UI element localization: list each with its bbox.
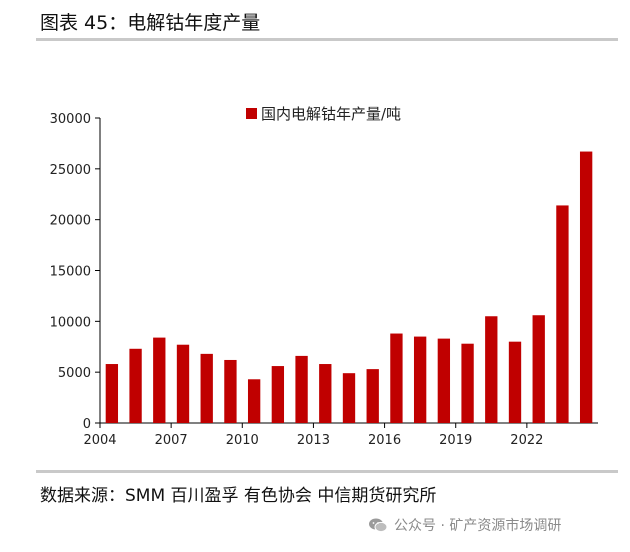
x-tick-label: 2007 bbox=[155, 433, 188, 448]
y-tick-label: 25000 bbox=[50, 163, 91, 178]
x-tick-label: 2013 bbox=[297, 433, 330, 448]
bar-2023 bbox=[556, 205, 569, 423]
bar-2020 bbox=[485, 316, 498, 423]
y-tick-label: 30000 bbox=[50, 112, 91, 127]
legend-swatch bbox=[246, 108, 257, 119]
bar-2015 bbox=[366, 369, 379, 423]
bar-2005 bbox=[129, 348, 142, 423]
y-tick-label: 15000 bbox=[50, 265, 91, 280]
x-tick-label: 2016 bbox=[368, 433, 401, 448]
x-tick-label: 2004 bbox=[83, 433, 116, 448]
bar-2008 bbox=[200, 353, 213, 423]
x-axis: 2004 2007 2010 2013 2016 2019 2022 bbox=[83, 422, 598, 448]
bar-2006 bbox=[153, 337, 166, 423]
watermark-text: 公众号 · 矿产资源市场调研 bbox=[394, 518, 562, 534]
bar-2004 bbox=[105, 364, 119, 423]
bottom-divider bbox=[36, 470, 618, 473]
bar-2011 bbox=[271, 366, 285, 423]
legend-label: 国内电解钴年产量/吨 bbox=[261, 105, 401, 123]
x-tick-label: 2022 bbox=[510, 433, 543, 448]
y-tick-label: 20000 bbox=[50, 214, 91, 229]
wechat-icon bbox=[369, 518, 388, 533]
bar-2012 bbox=[295, 355, 308, 423]
bar-2024 bbox=[579, 151, 593, 424]
bar-2010 bbox=[247, 379, 261, 423]
bar-2016 bbox=[390, 333, 403, 423]
y-tick-label: 5000 bbox=[58, 366, 91, 381]
top-divider bbox=[36, 38, 618, 41]
bar-2009 bbox=[224, 359, 237, 423]
bars bbox=[105, 151, 593, 424]
y-tick-label: 10000 bbox=[50, 315, 91, 330]
bar-2022 bbox=[532, 315, 545, 423]
y-tick-label: 0 bbox=[83, 417, 91, 432]
bar-2013 bbox=[319, 364, 332, 423]
x-tick-label: 2019 bbox=[439, 433, 472, 448]
watermark: 公众号 · 矿产资源市场调研 bbox=[368, 515, 561, 535]
figure-title: 图表 45：电解钴年度产量 bbox=[40, 12, 261, 34]
bar-2014 bbox=[342, 373, 356, 423]
legend: 国内电解钴年产量/吨 bbox=[246, 105, 401, 123]
bar-2019 bbox=[461, 343, 474, 423]
bar-2017 bbox=[413, 336, 427, 423]
data-source: 数据来源：SMM 百川盈孚 有色协会 中信期货研究所 bbox=[40, 486, 437, 506]
bar-2018 bbox=[437, 338, 451, 423]
bar-2021 bbox=[508, 341, 522, 423]
y-axis: 0 5000 10000 15000 20000 25000 30000 bbox=[50, 112, 101, 432]
x-tick-label: 2010 bbox=[226, 433, 259, 448]
bar-2007 bbox=[176, 344, 190, 423]
